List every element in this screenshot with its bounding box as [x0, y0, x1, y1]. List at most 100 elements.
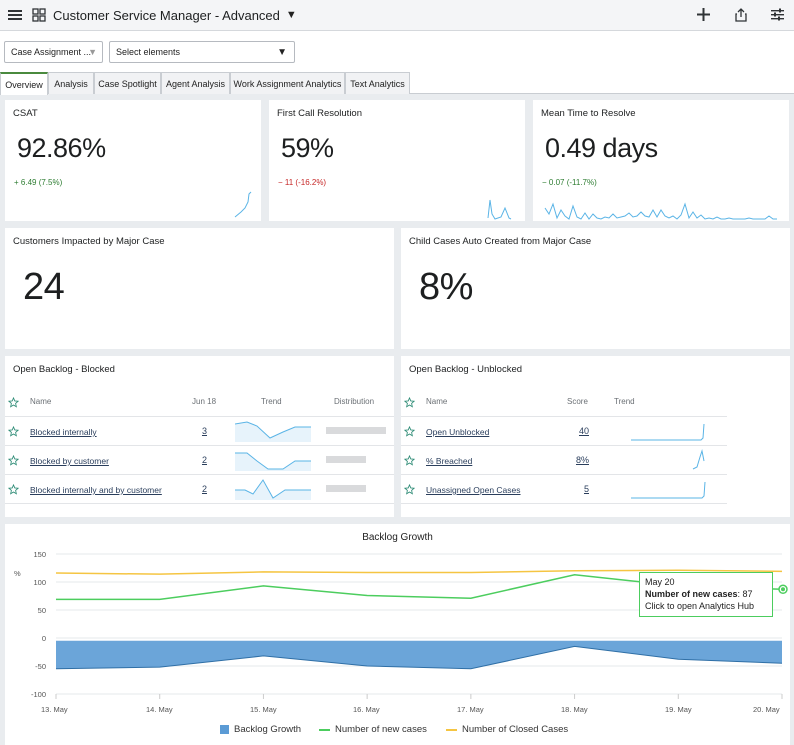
legend-label: Number of new cases: [335, 724, 427, 735]
kpi-title: First Call Resolution: [277, 108, 362, 119]
column-header-name[interactable]: Name: [426, 397, 448, 406]
case-assignment-label: Case Assignment ...: [11, 47, 92, 57]
kpi-card-mean-time-to-resolve[interactable]: Mean Time to Resolve 0.49 days − 0.07 (-…: [533, 100, 789, 221]
x-tick-label: 16. May: [353, 705, 380, 714]
kpi-card-csat[interactable]: CSAT 92.86% + 6.49 (7.5%): [5, 100, 261, 221]
tab-analysis[interactable]: Analysis: [48, 72, 94, 94]
star-icon[interactable]: [404, 455, 415, 466]
row-divider: [5, 416, 394, 417]
app-header: Customer Service Manager - Advanced ▼: [0, 0, 794, 31]
column-header-trend: Trend: [261, 397, 282, 406]
x-tick-label: 15. May: [250, 705, 277, 714]
row-divider: [401, 445, 727, 446]
row-divider: [401, 474, 727, 475]
star-icon[interactable]: [404, 484, 415, 495]
legend-item-new-cases[interactable]: Number of new cases: [319, 724, 427, 735]
series-line-backlog-growth: [55, 645, 783, 670]
legend-label: Number of Closed Cases: [462, 724, 569, 735]
legend-swatch: [446, 728, 457, 731]
case-assignment-filter[interactable]: Case Assignment ... ▼: [4, 41, 103, 63]
title-dropdown-icon[interactable]: ▼: [285, 9, 297, 21]
settings-sliders-icon[interactable]: [771, 8, 784, 21]
star-icon[interactable]: [404, 426, 415, 437]
star-icon[interactable]: [8, 426, 19, 437]
x-tick-label: 18. May: [561, 705, 588, 714]
chart-tooltip[interactable]: May 20 Number of new cases: 87 Click to …: [639, 572, 773, 617]
star-icon[interactable]: [8, 397, 19, 408]
tab-agent-analysis[interactable]: Agent Analysis: [161, 72, 230, 94]
filter-bar: Case Assignment ... ▼ Select elements ▼: [0, 31, 794, 72]
star-icon[interactable]: [404, 397, 415, 408]
kpi-title: CSAT: [13, 108, 38, 119]
hover-marker-dot: [781, 587, 785, 592]
customers-impacted-card[interactable]: Customers Impacted by Major Case 24: [5, 228, 394, 349]
series-area-backlog-growth: [56, 640, 782, 669]
chart-title: Backlog Growth: [362, 532, 433, 543]
blocked-row-value[interactable]: 2: [201, 484, 207, 494]
y-tick-label: 100: [33, 578, 46, 587]
star-icon[interactable]: [8, 484, 19, 495]
menu-icon[interactable]: [8, 9, 22, 21]
column-header-score[interactable]: Score: [567, 397, 588, 406]
add-icon[interactable]: [697, 8, 710, 21]
distribution-bar: [326, 456, 366, 463]
card-title: Customers Impacted by Major Case: [13, 236, 165, 247]
kpi-title: Mean Time to Resolve: [541, 108, 636, 119]
column-header-trend: Trend: [614, 397, 635, 406]
row-divider: [401, 416, 727, 417]
distribution-bar: [326, 427, 386, 434]
card-title: Open Backlog - Blocked: [13, 364, 115, 375]
tab-case-spotlight[interactable]: Case Spotlight: [94, 72, 161, 94]
tab-overview[interactable]: Overview: [0, 72, 48, 95]
kpi-card-first-call-resolution[interactable]: First Call Resolution 59% − 11 (-16.2%): [269, 100, 525, 221]
y-tick-label: 50: [37, 606, 46, 615]
backlog-growth-plot[interactable]: [5, 524, 790, 724]
blocked-row-value[interactable]: 3: [201, 426, 207, 436]
series-line-number-of-closed-cases: [55, 569, 783, 575]
trend-sparkline: [631, 481, 706, 499]
row-divider: [5, 445, 394, 446]
grid-icon[interactable]: [32, 8, 46, 22]
blocked-row-value[interactable]: 2: [201, 455, 207, 465]
unblocked-row-value[interactable]: 5: [583, 484, 589, 494]
y-tick-label: 150: [33, 550, 46, 559]
blocked-row-name[interactable]: Blocked internally: [30, 427, 97, 437]
filter-chevron-icon: ▼: [88, 47, 97, 57]
select-elements-dropdown[interactable]: Select elements ▼: [109, 41, 295, 63]
child-cases-card[interactable]: Child Cases Auto Created from Major Case…: [401, 228, 790, 349]
kpi-sparkline: [234, 191, 252, 218]
unblocked-row-value[interactable]: 8%: [575, 455, 589, 465]
kpi-value: 0.49 days: [545, 133, 658, 163]
blocked-row-name[interactable]: Blocked internally and by customer: [30, 485, 162, 495]
unblocked-row-name[interactable]: % Breached: [426, 456, 473, 466]
row-divider: [5, 503, 394, 504]
card-value: 8%: [419, 266, 473, 308]
tooltip-hint: Click to open Analytics Hub: [645, 601, 755, 611]
legend-item-backlog-growth[interactable]: Backlog Growth: [220, 724, 301, 735]
share-icon[interactable]: [735, 8, 747, 22]
open-backlog-blocked-card: Open Backlog - Blocked Name Jun 18 Trend…: [5, 356, 394, 517]
tab-text-analytics[interactable]: Text Analytics: [345, 72, 410, 94]
tooltip-label: Number of new cases: [645, 589, 738, 599]
distribution-bar: [326, 485, 366, 492]
x-tick-label: 14. May: [146, 705, 173, 714]
star-icon[interactable]: [8, 455, 19, 466]
unblocked-row-name[interactable]: Open Unblocked: [426, 427, 490, 437]
tooltip-date: May 20: [645, 577, 675, 587]
x-tick-label: 20. May: [753, 705, 780, 714]
unblocked-row-value[interactable]: 40: [578, 426, 589, 436]
legend-item-closed-cases[interactable]: Number of Closed Cases: [446, 724, 568, 735]
tab-work-assignment-analytics[interactable]: Work Assignment Analytics: [230, 72, 345, 94]
unblocked-row-name[interactable]: Unassigned Open Cases: [426, 485, 521, 495]
dashboard-title[interactable]: Customer Service Manager - Advanced: [53, 7, 280, 23]
trend-sparkline: [631, 423, 705, 441]
kpi-delta: + 6.49 (7.5%): [14, 178, 63, 187]
blocked-row-name[interactable]: Blocked by customer: [30, 456, 109, 466]
backlog-growth-card: Backlog Growth % 150 100 50 0 -50 -100 1…: [5, 524, 790, 745]
x-tick-label: 13. May: [41, 705, 68, 714]
column-header-name[interactable]: Name: [30, 397, 52, 406]
x-tick-label: 17. May: [457, 705, 484, 714]
column-header-date[interactable]: Jun 18: [192, 397, 217, 406]
row-divider: [401, 503, 727, 504]
tooltip-value: : 87: [737, 589, 753, 599]
